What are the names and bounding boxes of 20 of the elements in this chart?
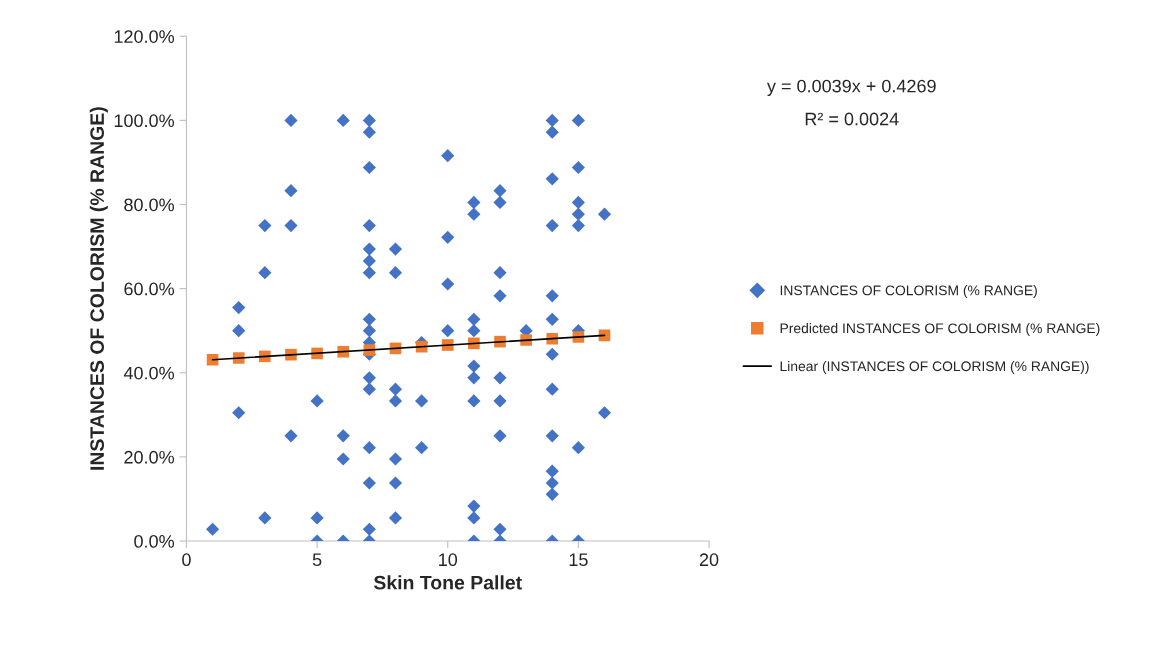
y-tick-label: 0.0% [134,534,175,548]
x-axis-title: Skin Tone Pallet [373,575,522,590]
x-tick-label: 10 [439,553,458,567]
x-tick-label: 5 [312,553,322,567]
legend-label: Predicted INSTANCES OF COLORISM (% RANGE) [780,323,1100,336]
point [206,353,219,366]
y-tick-label: 80.0% [124,198,175,212]
x-tick-label: 0 [182,553,191,567]
legend-label: INSTANCES OF COLORISM (% RANGE) [780,285,1037,299]
y-tick-label: 120.0% [114,30,175,43]
legend-label: Linear (INSTANCES OF COLORISM (% RANGE)) [780,360,1089,374]
y-tick-label: 40.0% [123,366,175,380]
x-tick-label: 15 [569,553,588,567]
y-axis-title: INSTANCES OF COLORISM (% RANGE) [89,107,108,470]
y-tick-label: 60.0% [124,282,175,296]
y-tick-label: 100.0% [114,114,175,128]
text: y = 0.0039x + 0.4269 [766,79,936,97]
text: R² = 0.0024 [805,112,899,126]
y-tick-label: 20.0% [124,450,175,464]
x-tick-label: 20 [699,553,719,567]
